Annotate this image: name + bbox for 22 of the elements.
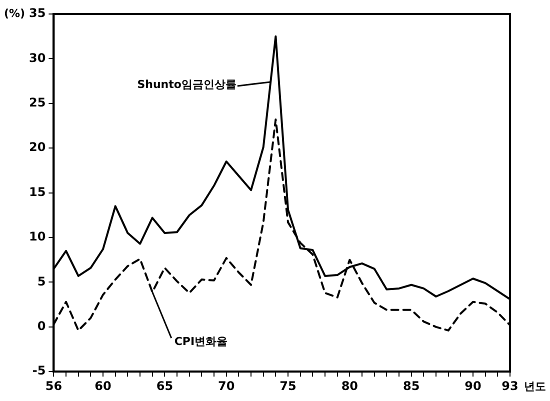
x-tick-label: 93 [502,378,518,393]
x-tick-label: 85 [402,378,420,393]
y-tick-label: 5 [37,274,46,288]
x-tick-label: 56 [45,378,62,393]
y-tick-label: 35 [28,6,46,20]
x-tick-label: 90 [464,378,482,393]
annotation: CPI변화율 [174,334,228,348]
x-tick-label: 70 [218,378,235,393]
y-tick-label: 0 [37,319,46,334]
x-tick-label: 80 [341,378,358,393]
y-tick-label: 25 [28,96,46,110]
y-tick-label: 15 [28,184,46,199]
x-axis-title: 년도 [524,380,546,393]
x-tick-label: 75 [280,378,296,393]
y-tick-label: 30 [28,50,46,65]
y-tick-label: 20 [28,140,46,154]
y-tick-label: 10 [28,230,46,244]
annotation: Shunto임금인상률 [137,78,236,91]
y-tick-label: -5 [32,364,46,378]
x-tick-label: 65 [156,378,174,393]
x-tick-label: 60 [94,378,112,393]
y-axis-title: (%) [4,6,26,20]
